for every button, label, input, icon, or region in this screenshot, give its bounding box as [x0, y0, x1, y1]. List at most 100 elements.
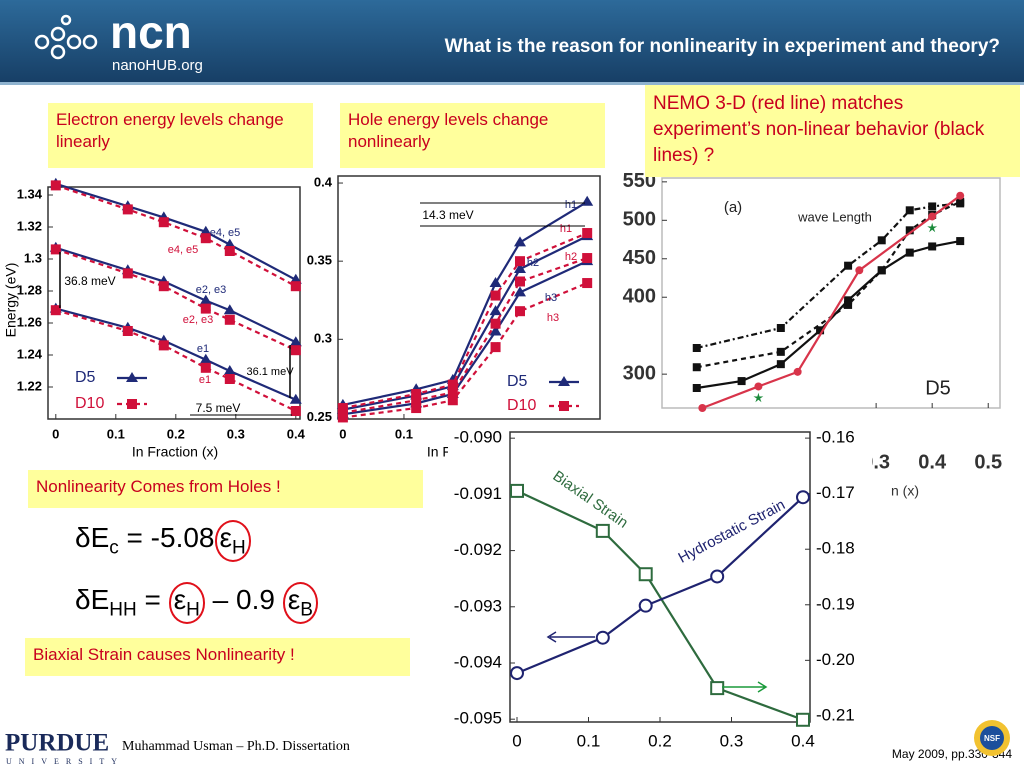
y-tick-label: 1.22 [17, 378, 42, 393]
data-point [290, 345, 301, 356]
data-point [692, 363, 701, 372]
annotation: e1 [199, 374, 211, 386]
data-point [513, 236, 526, 247]
data-point [905, 226, 914, 235]
annotation: h3 [547, 312, 559, 324]
x-tick-label: 0.4 [287, 426, 306, 441]
data-point [844, 261, 853, 270]
eq-part: δE [75, 522, 110, 553]
y2-tick-label: -0.20 [816, 650, 855, 669]
data-point [223, 304, 236, 315]
annotation: h3 [545, 292, 557, 304]
data-point [447, 395, 458, 406]
data-point [290, 281, 301, 292]
nsf-text: NSF [984, 734, 1000, 743]
data-point [776, 347, 785, 356]
legend-marker [126, 372, 138, 382]
data-point [795, 490, 810, 505]
eq-ring: εB [282, 582, 318, 624]
data-point [877, 266, 886, 275]
data-point [753, 392, 764, 403]
data-point [513, 286, 526, 297]
annotation: D5 [925, 377, 951, 399]
y-tick-label: -0.095 [454, 709, 502, 728]
data-point [200, 362, 211, 373]
data-point [698, 404, 707, 412]
data-point [224, 246, 235, 256]
data-point [582, 253, 593, 264]
data-point [489, 325, 502, 336]
annotation: 36.1 meV [246, 366, 294, 378]
y-tick-label: -0.092 [454, 540, 502, 559]
y-tick-label: 0.35 [307, 253, 332, 268]
data-point [50, 244, 61, 255]
data-line [55, 246, 297, 344]
data-point [905, 248, 914, 257]
annotation: 7.5 meV [196, 401, 241, 415]
note-box: Nonlinearity Comes from Holes ! [28, 470, 423, 508]
logo-mark [34, 14, 98, 60]
data-point [510, 666, 525, 681]
header-rule [0, 82, 1024, 85]
chart: 0 0.1 0.2 0.3 0.4 1.22 1.24 1.26 1.28 1.3 1.32 1.34… [3, 177, 306, 460]
data-point [490, 290, 501, 301]
y-tick-label: 0.3 [314, 331, 332, 346]
plot-area [661, 177, 1001, 409]
chart: 0 0.1 0.2 0.3 0.4 -0.090 -0.091 -0.092 -0.093 -0.… [448, 425, 872, 750]
data-point [710, 681, 725, 696]
annotation: 14.3 meV [422, 208, 473, 222]
legend-label: D10 [75, 395, 104, 412]
data-line [342, 200, 588, 407]
data-point [793, 367, 802, 376]
plot-area [509, 431, 811, 723]
note-box: Electron energy levels change linearly [48, 103, 313, 168]
y-tick-label: 1.24 [17, 346, 43, 361]
legend-marker [558, 376, 570, 386]
eq-sub: c [109, 537, 119, 559]
y-tick-label: 400 [623, 286, 656, 308]
data-point [447, 387, 458, 398]
data-point [411, 388, 422, 399]
legend-marker [127, 399, 137, 409]
data-line [55, 182, 297, 281]
y-tick-label: 1.26 [17, 314, 42, 329]
data-line [55, 248, 297, 352]
x-tick-label: 0.1 [107, 426, 125, 441]
data-point [692, 344, 701, 352]
data-point [844, 296, 853, 305]
y-tick-label: -0.094 [454, 652, 502, 671]
x-tick-label: 0 [52, 426, 59, 441]
annotation: e1 [197, 343, 209, 355]
data-point [928, 202, 937, 211]
data-point [122, 326, 133, 336]
y2-tick-label: -0.19 [816, 594, 855, 613]
data-point [50, 305, 61, 316]
y-tick-label: -0.091 [454, 484, 502, 503]
note-box: Hole energy levels change nonlinearly [340, 103, 605, 168]
data-point [754, 382, 763, 391]
data-point [489, 277, 502, 288]
data-point [289, 336, 302, 347]
data-point [928, 212, 937, 221]
y2-tick-label: -0.16 [816, 428, 855, 447]
slide-title: What is the reason for nonlinearity in e… [445, 36, 1000, 57]
y-tick-label: -0.093 [454, 596, 502, 615]
data-point [776, 360, 785, 369]
x-axis-label: n (x) [891, 483, 919, 499]
x-tick-label: 0 [339, 426, 346, 441]
data-point [855, 266, 864, 275]
annotation: e2, e3 [196, 284, 227, 296]
data-point [710, 569, 725, 584]
data-point [199, 353, 212, 364]
data-point [411, 395, 422, 406]
annotation: 36.8 meV [64, 274, 115, 288]
data-line [701, 194, 961, 410]
note-box: NEMO 3-D (red line) matches experiment’s… [645, 85, 1020, 177]
data-point [337, 412, 348, 423]
data-point [638, 598, 653, 613]
y-tick-label: 1.28 [17, 282, 42, 297]
data-point [956, 197, 965, 206]
data-point [956, 191, 965, 200]
x-tick-label: 0.5 [974, 451, 1002, 473]
x-tick-label: 0.1 [577, 731, 601, 750]
